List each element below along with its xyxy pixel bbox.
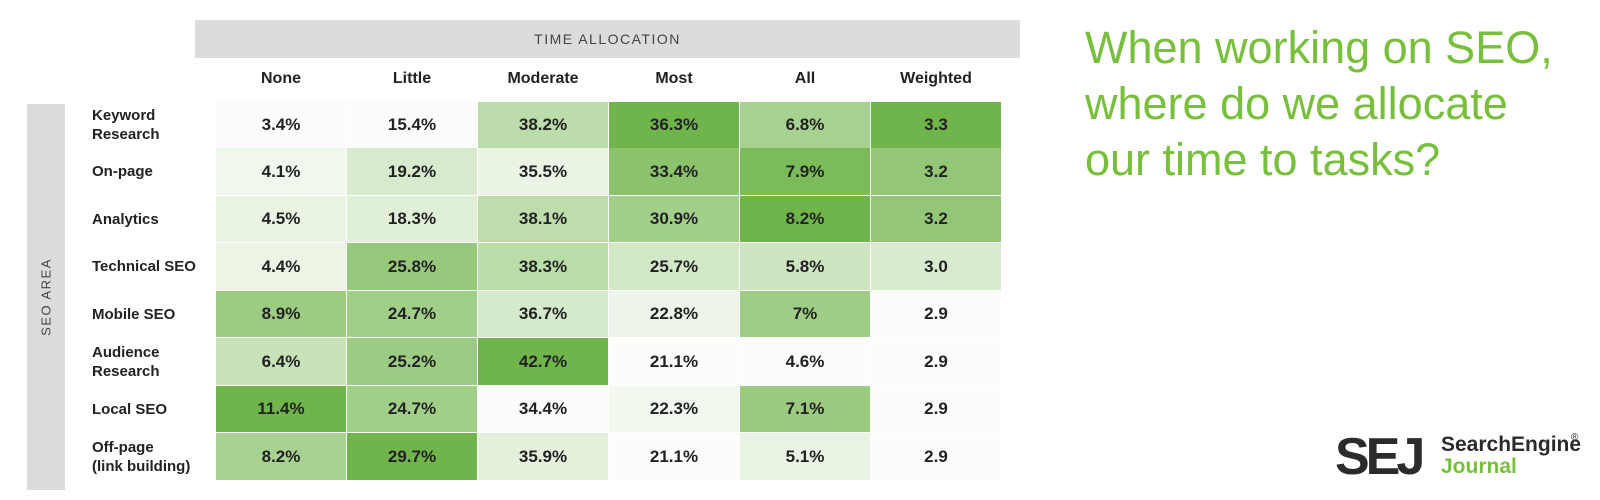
- heatmap-cell: 42.7%: [478, 338, 608, 385]
- heatmap-cell: 24.7%: [347, 386, 477, 432]
- heatmap-cell: 2.9: [871, 338, 1001, 385]
- heatmap-cell: 2.9: [871, 433, 1001, 480]
- heatmap-cell: 25.7%: [609, 243, 739, 290]
- time-allocation-header: TIME ALLOCATION: [195, 20, 1020, 58]
- heatmap-cell: 21.1%: [609, 433, 739, 480]
- heatmap-cell: 35.5%: [478, 148, 608, 195]
- heatmap-cell: 25.8%: [347, 243, 477, 290]
- heatmap-cell: 30.9%: [609, 196, 739, 242]
- heatmap-cell: 3.2: [871, 196, 1001, 242]
- heatmap-cell: 3.4%: [216, 102, 346, 148]
- column-header: None: [261, 70, 301, 87]
- heatmap-cell: 8.9%: [216, 291, 346, 337]
- column-header: Little: [392, 70, 432, 87]
- logo-registered: ®: [1571, 432, 1579, 443]
- heatmap-cell: 19.2%: [347, 148, 477, 195]
- row-label: On-page: [92, 163, 153, 180]
- heatmap-cell: 7.9%: [740, 148, 870, 195]
- heatmap-cell: 29.7%: [347, 433, 477, 480]
- heatmap-cell: 4.5%: [216, 196, 346, 242]
- row-label: Local SEO: [92, 400, 168, 418]
- heatmap-cell: 4.6%: [740, 338, 870, 385]
- seo-area-header: SEO AREA: [27, 104, 65, 490]
- heatmap-cell: 36.7%: [478, 291, 608, 337]
- column-header: Moderate: [507, 70, 579, 87]
- heatmap-cell: 33.4%: [609, 148, 739, 195]
- sej-logo: SEJ SearchEngine ® Journal: [1335, 428, 1581, 482]
- heatmap-cell: 5.8%: [740, 243, 870, 290]
- row-label: Keyword Research: [92, 107, 160, 143]
- heatmap-cell: 21.1%: [609, 338, 739, 385]
- row-label: Mobile SEO: [92, 305, 176, 323]
- heatmap-cell: 7%: [740, 291, 870, 337]
- logo-mark: SEJ: [1335, 428, 1422, 482]
- column-header: All: [794, 70, 816, 87]
- logo-line-2: Journal: [1441, 455, 1517, 478]
- heatmap-cell: 38.1%: [478, 196, 608, 242]
- heatmap-cell: 7.1%: [740, 386, 870, 432]
- heatmap-cell: 15.4%: [347, 102, 477, 148]
- row-label: Technical SEO: [92, 258, 196, 275]
- heatmap-cell: 4.1%: [216, 148, 346, 195]
- heatmap-cell: 24.7%: [347, 291, 477, 337]
- heatmap-cell: 35.9%: [478, 433, 608, 480]
- headline: When working on SEO, where do we allocat…: [1085, 22, 1553, 185]
- heatmap-cell: 38.2%: [478, 102, 608, 148]
- seo-area-label: SEO AREA: [38, 258, 54, 336]
- heatmap-cell: 11.4%: [216, 386, 346, 432]
- heatmap-cell: 25.2%: [347, 338, 477, 385]
- heatmap-cell: 6.4%: [216, 338, 346, 385]
- row-label: Analytics: [92, 210, 159, 228]
- heatmap-cell: 2.9: [871, 386, 1001, 432]
- heatmap-cell: 8.2%: [740, 196, 870, 242]
- heatmap-cell: 3.0: [871, 243, 1001, 290]
- heatmap-cell: 2.9: [871, 291, 1001, 337]
- heatmap-cell: 18.3%: [347, 196, 477, 242]
- column-header: Weighted: [900, 70, 972, 87]
- heatmap-cell: 3.3: [871, 102, 1001, 148]
- heatmap-cell: 34.4%: [478, 386, 608, 432]
- logo-line-1: SearchEngine: [1441, 433, 1581, 456]
- heatmap-cell: 6.8%: [740, 102, 870, 148]
- row-label: Audience Research: [92, 343, 160, 380]
- column-header: Most: [655, 70, 693, 87]
- heatmap-cell: 22.8%: [609, 291, 739, 337]
- time-allocation-label: TIME ALLOCATION: [534, 31, 681, 47]
- heatmap-cell: 38.3%: [478, 243, 608, 290]
- heatmap-cell: 4.4%: [216, 243, 346, 290]
- heatmap-cell: 36.3%: [609, 102, 739, 148]
- heatmap-cell: 3.2: [871, 148, 1001, 195]
- heatmap-cell: 5.1%: [740, 433, 870, 480]
- heatmap-cell: 8.2%: [216, 433, 346, 480]
- heatmap-cell: 22.3%: [609, 386, 739, 432]
- row-label: Off-page (link building): [92, 438, 191, 475]
